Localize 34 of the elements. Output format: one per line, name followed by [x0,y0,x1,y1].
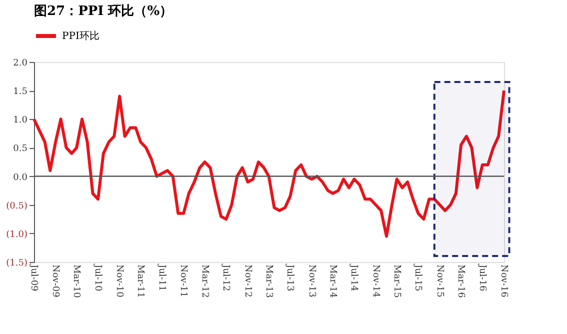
x-tick-label: Jul-13 [284,264,295,292]
x-tick-label: Nov-15 [434,264,444,298]
chart-title: 图27：PPI 环比（%） [34,4,173,19]
x-tick-label: Jul-09 [28,264,38,292]
y-tick-label: (0.5) [6,201,28,212]
x-tick-label: Nov-14 [370,264,380,298]
y-tick-label: 1.5 [13,87,28,98]
y-tick-label: (1.5) [6,258,28,268]
y-tick-label: 0.0 [13,172,28,183]
legend-label: PPI环比 [62,30,100,42]
x-tick-label: Mar-11 [135,264,146,298]
y-tick-label: (1.0) [6,230,28,240]
x-tick-label: Nov-10 [114,264,124,298]
x-tick-label: Mar-15 [391,264,402,298]
x-tick-label: Jul-11 [156,264,167,292]
x-tick-label: Jul-12 [220,264,231,292]
x-tick-label: Nov-09 [50,264,60,298]
y-tick-label: 2.0 [13,58,28,68]
line-series [32,89,506,238]
y-tick-label: 0.5 [13,144,28,154]
x-tick-label: Mar-13 [263,264,274,298]
x-tick-label: Jul-10 [92,264,103,292]
x-tick-label: Mar-10 [71,264,82,298]
x-tick-label: Nov-11 [178,264,188,298]
y-tick-label: 1.0 [13,116,28,126]
x-tick-label: Jul-15 [412,264,423,292]
x-tick-label: Mar-14 [327,264,338,298]
x-tick-label: Jul-14 [348,264,359,292]
x-tick-label: Mar-16 [456,264,466,298]
x-tick-label: Nov-13 [306,264,316,298]
x-tick-label: Jul-16 [476,264,487,292]
x-tick-label: Mar-12 [199,264,210,298]
x-tick-label: Nov-16 [498,264,508,298]
x-tick-label: Nov-12 [242,264,252,298]
